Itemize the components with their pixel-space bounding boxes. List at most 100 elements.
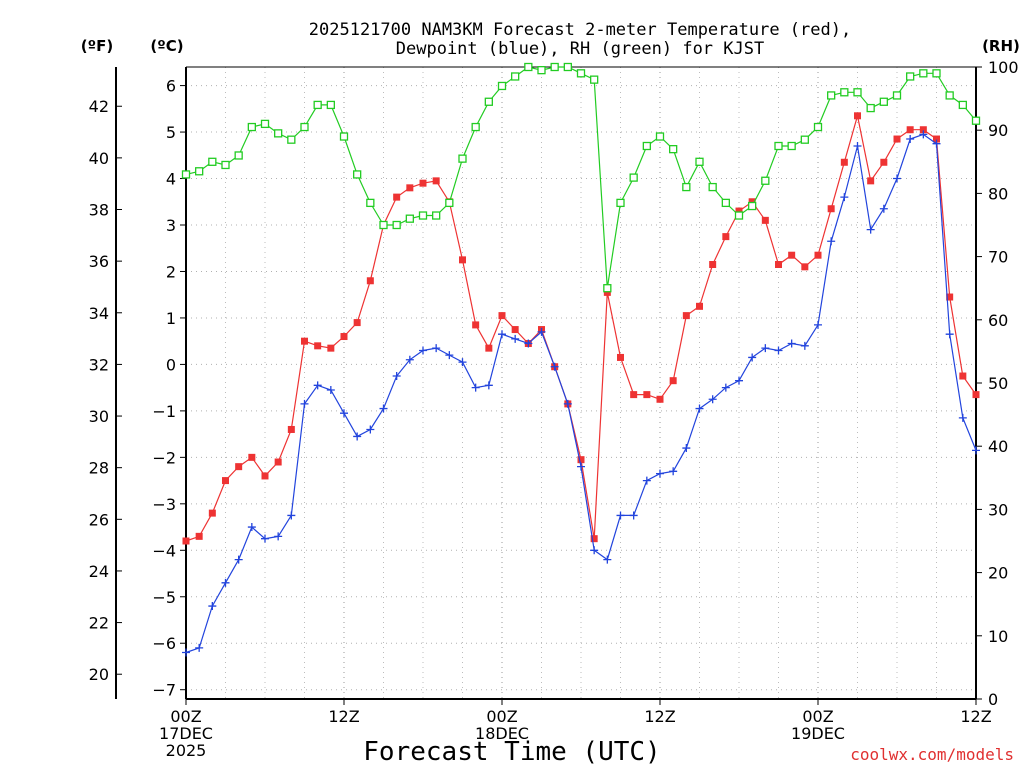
rh-point (221, 160, 230, 170)
dewpoint-point (458, 358, 467, 367)
rh-point (511, 72, 520, 81)
dewpoint-point (484, 381, 493, 390)
celsius-tick-label: −7 (152, 681, 176, 700)
temperature-point (222, 477, 229, 485)
temperature-point (735, 207, 743, 215)
rh-point (774, 141, 783, 151)
fahrenheit-tick-label: 36 (89, 252, 109, 271)
rh-axis-unit: (RH) (982, 37, 1020, 55)
x-tick-label: 2025 (166, 741, 207, 760)
celsius-tick-label: −4 (152, 541, 176, 560)
dewpoint-point (629, 511, 638, 520)
rh-point (932, 69, 941, 78)
rh-tick-label: 30 (988, 500, 1008, 519)
temperature-point (959, 372, 967, 380)
rh-point (787, 141, 796, 151)
rh-point (181, 170, 191, 179)
rh-tick-label: 10 (988, 627, 1008, 646)
celsius-tick-label: −6 (152, 634, 176, 653)
x-tick-label: 18DEC (475, 724, 529, 743)
temperature-point (682, 312, 690, 320)
rh-point (300, 122, 309, 132)
dewpoint-point (419, 346, 427, 355)
temperature-point (432, 177, 440, 185)
dewpoint-point (261, 534, 269, 543)
temperature-point (314, 342, 322, 350)
temperature-point (643, 391, 651, 399)
temperature-point (261, 472, 269, 480)
rh-point (708, 182, 717, 192)
dewpoint-point (656, 469, 664, 478)
fahrenheit-axis-unit: (ºF) (81, 37, 113, 55)
rh-point (616, 198, 625, 208)
rh-point (524, 62, 533, 72)
series-rh (181, 62, 981, 293)
temperature-point (761, 216, 769, 224)
rh-point (274, 129, 283, 138)
temperature-point (840, 158, 848, 166)
dewpoint-point (721, 383, 730, 392)
x-tick-label: 00Z (170, 707, 201, 726)
temperature-point (327, 344, 335, 352)
x-tick-label: 17DEC (159, 724, 213, 743)
dewpoint-point (616, 511, 625, 520)
temperature-point (748, 198, 756, 206)
dewpoint-point (840, 193, 849, 202)
dewpoint-point (524, 339, 533, 348)
temperature-point (946, 293, 954, 301)
dewpoint-point (827, 237, 836, 246)
temperature-point (906, 126, 914, 134)
temperature-point (801, 263, 809, 271)
dewpoint-point (958, 413, 967, 422)
fahrenheit-tick-label: 30 (89, 407, 109, 426)
celsius-tick-label: 1 (166, 309, 176, 328)
rh-point (945, 91, 954, 100)
temperature-point (485, 344, 493, 352)
dewpoint-point (300, 399, 309, 408)
rh-point (906, 72, 915, 81)
dewpoint-point (972, 446, 980, 455)
temperature-point (366, 277, 374, 285)
dewpoint-point (195, 643, 204, 652)
rh-point (892, 91, 902, 100)
rh-point (695, 157, 704, 166)
tick-labels: 6543210−1−2−3−4−5−6−74240383634323028262… (89, 58, 1019, 760)
rh-point (234, 151, 243, 160)
dewpoint-point (445, 351, 454, 360)
rh-point (761, 176, 770, 185)
temperature-point (459, 256, 466, 264)
dewpoint-point (814, 320, 822, 329)
temperature-point (498, 312, 506, 320)
temperature-point (933, 135, 940, 143)
dewpoint-point (537, 327, 546, 336)
temperature-point (235, 463, 243, 471)
dewpoint-point (221, 578, 230, 587)
rh-point (919, 69, 928, 78)
rh-point (734, 211, 744, 220)
x-tick-label: 12Z (328, 707, 359, 726)
fahrenheit-tick-label: 28 (89, 459, 109, 478)
temperature-point (577, 456, 585, 464)
temperature-point (669, 377, 677, 385)
temperature-point (472, 321, 480, 329)
temperature-point (972, 391, 980, 399)
rh-point (853, 88, 862, 97)
rh-point (418, 211, 428, 220)
dewpoint-point (669, 467, 678, 476)
rh-point (458, 154, 467, 163)
dewpoint-point (392, 372, 401, 381)
rh-point (313, 100, 322, 110)
rh-tick-label: 50 (988, 374, 1008, 393)
rh-tick-label: 0 (988, 690, 998, 709)
dewpoint-point (603, 555, 612, 564)
temperature-point (301, 337, 308, 345)
rh-point (366, 198, 375, 208)
x-tick-label: 00Z (802, 707, 833, 726)
rh-point (260, 119, 270, 129)
rh-point (471, 122, 480, 132)
rh-point (971, 116, 981, 125)
rh-tick-label: 90 (988, 121, 1008, 140)
dewpoint-point (432, 344, 441, 353)
rh-point (432, 211, 441, 220)
dewpoint-point (590, 546, 599, 555)
